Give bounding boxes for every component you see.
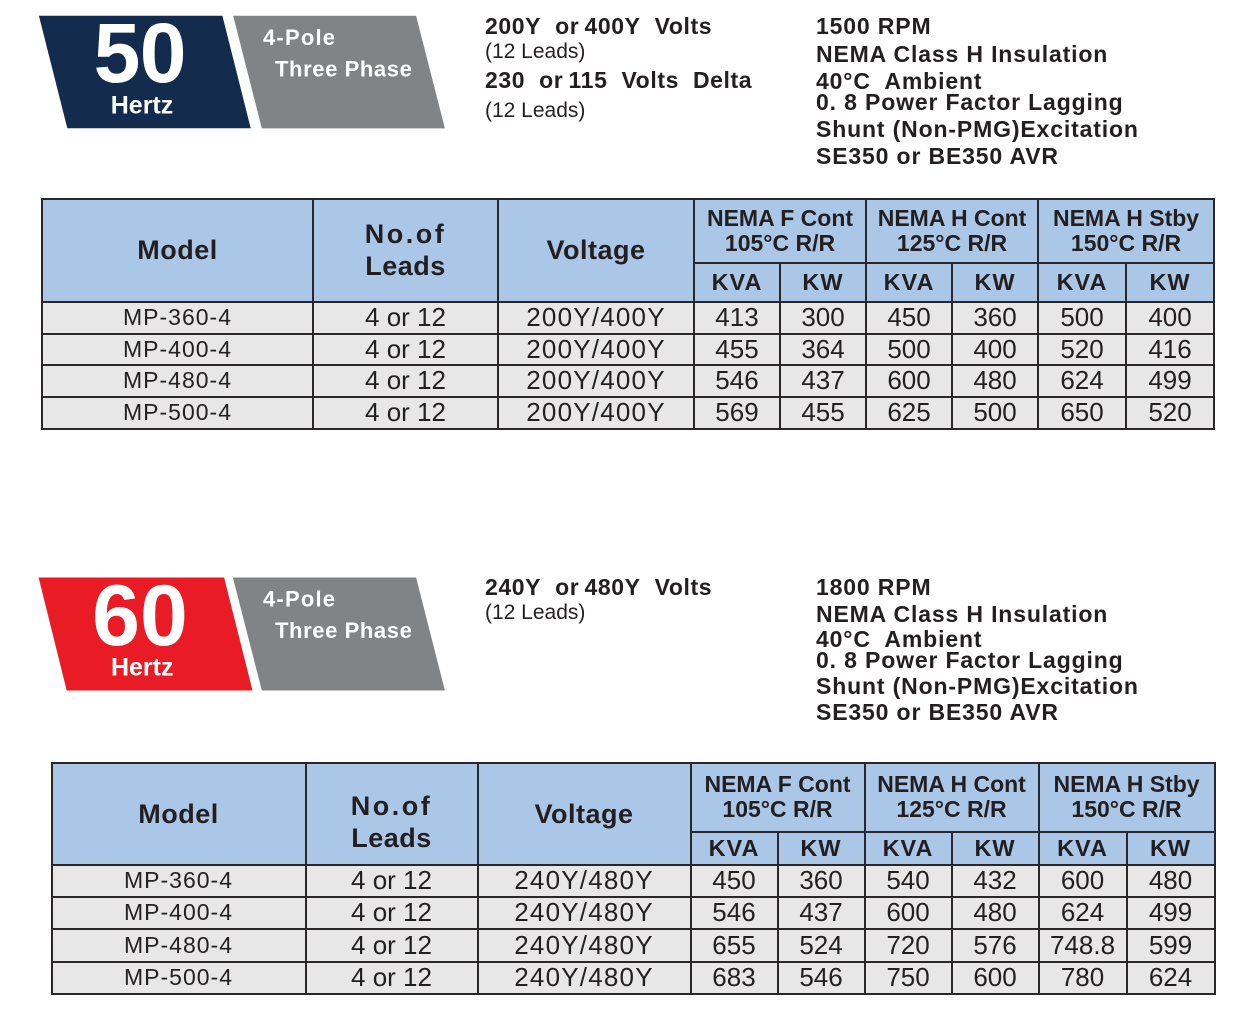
svg-text:4-Pole: 4-Pole: [263, 25, 336, 50]
svg-text:50: 50: [94, 6, 186, 100]
svg-text:4-Pole: 4-Pole: [263, 587, 336, 612]
svg-text:Hertz: Hertz: [111, 654, 174, 682]
svg-text:Three Phase: Three Phase: [275, 618, 412, 643]
svg-text:60: 60: [92, 568, 188, 664]
svg-text:Hertz: Hertz: [111, 92, 174, 120]
svg-text:Three Phase: Three Phase: [275, 56, 412, 81]
